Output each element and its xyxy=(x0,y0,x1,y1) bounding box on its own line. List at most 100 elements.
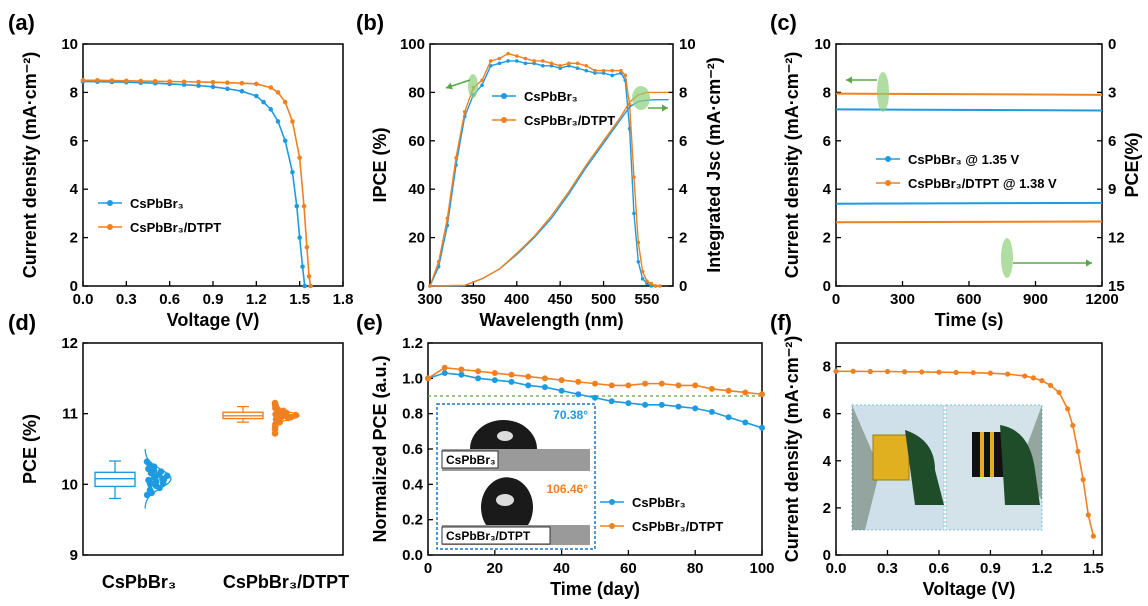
data-point xyxy=(506,51,510,56)
y-axis: 0 2 4 6 8 xyxy=(823,359,841,564)
data-point xyxy=(575,378,582,385)
data-point xyxy=(619,68,623,73)
y-axis-label-right: PCE(%) xyxy=(1122,132,1142,197)
series xyxy=(835,201,1103,205)
data-point xyxy=(549,61,554,66)
x-axis-label: Time (s) xyxy=(935,310,1004,330)
data-point xyxy=(625,382,632,389)
data-point xyxy=(514,59,519,63)
data-point xyxy=(300,264,305,269)
x-tick-label: 40 xyxy=(553,560,570,577)
data-point xyxy=(95,78,100,83)
y-tick-label: 1.2 xyxy=(402,335,423,352)
data-point xyxy=(297,235,302,240)
data-point xyxy=(302,283,308,289)
arrow-head xyxy=(846,76,852,84)
data-point xyxy=(593,68,597,73)
data-point xyxy=(987,370,994,376)
data-point xyxy=(658,380,665,387)
panel-label: (c) xyxy=(770,10,797,35)
x-axis: 0.0 0.3 0.6 0.9 1.2 1.5 1.8 Voltage (V) xyxy=(73,281,353,330)
data-point xyxy=(541,384,548,391)
data-point xyxy=(506,59,510,63)
data-point xyxy=(480,83,484,87)
x-tick-label: 1.5 xyxy=(1083,560,1104,577)
box-plot xyxy=(222,399,300,437)
legend-marker xyxy=(885,180,891,186)
x-axis: 0 300 600 900 1200 Time (s) xyxy=(832,281,1119,330)
arrow-head xyxy=(662,104,668,112)
series xyxy=(428,51,662,288)
data-point xyxy=(953,369,959,376)
data-point xyxy=(146,478,154,486)
y-tick-label: 0.8 xyxy=(402,406,423,423)
data-point xyxy=(282,99,288,105)
x-tick-label: 0 xyxy=(424,560,432,577)
y-tick-label: 1.0 xyxy=(402,370,423,387)
data-point xyxy=(280,412,288,420)
y-axis-label: IPCE (%) xyxy=(370,127,390,202)
y-tick-label: 4 xyxy=(679,181,688,198)
x-tick-label: 900 xyxy=(1023,291,1048,308)
series xyxy=(835,92,1103,96)
data-point xyxy=(636,260,641,264)
y-tick-label: 0.6 xyxy=(402,441,423,458)
data-point xyxy=(143,491,151,499)
x-axis-label: Voltage (V) xyxy=(923,579,1016,599)
x-tick-label: 20 xyxy=(486,560,503,577)
y-tick-label: 10 xyxy=(814,36,831,53)
device-black xyxy=(972,432,1004,477)
data-point xyxy=(632,211,636,216)
x-tick-label: 0 xyxy=(832,291,840,308)
y-tick-label: 60 xyxy=(408,133,425,150)
droplet-highlight xyxy=(496,494,514,506)
data-point xyxy=(268,107,274,112)
data-point xyxy=(884,368,891,375)
series xyxy=(833,368,1097,539)
data-point xyxy=(867,368,873,375)
plot-frame xyxy=(429,43,674,287)
category-label: CsPbBr₃ xyxy=(102,572,176,592)
data-point xyxy=(445,216,450,221)
y-tick-label: 12 xyxy=(1108,230,1125,247)
data-point xyxy=(653,284,658,288)
y-axis: 0 20 40 60 80 100 xyxy=(400,36,435,295)
x-tick-label: 400 xyxy=(504,291,529,308)
y-tick-label: 8 xyxy=(823,359,831,376)
data-point xyxy=(282,138,288,144)
data-point xyxy=(254,93,259,99)
data-point xyxy=(725,387,732,394)
data-point xyxy=(239,80,245,86)
x-tick-label: 450 xyxy=(548,291,573,308)
data-point xyxy=(541,59,545,63)
legend-label: CsPbBr₃ @ 1.35 V xyxy=(908,152,1020,167)
data-point xyxy=(1047,382,1054,388)
data-point xyxy=(675,382,682,389)
x-tick-label: 350 xyxy=(461,291,486,308)
y-tick-label: 4 xyxy=(823,453,832,470)
data-point xyxy=(475,375,482,382)
data-point xyxy=(608,398,615,405)
data-point xyxy=(640,276,645,281)
arrow-head xyxy=(1086,259,1092,267)
contact-angle-value: 106.46° xyxy=(546,482,588,496)
data-point xyxy=(523,61,528,66)
data-point xyxy=(491,370,498,377)
data-point xyxy=(292,411,300,419)
data-point xyxy=(138,78,144,84)
data-point xyxy=(210,79,216,85)
data-point xyxy=(1039,378,1045,384)
device-stripe xyxy=(990,432,994,477)
data-point xyxy=(488,63,493,68)
data-point xyxy=(642,380,649,387)
y-tick-label: 2 xyxy=(823,230,831,247)
legend-label: CsPbBr₃ xyxy=(524,89,578,104)
data-point xyxy=(525,373,532,380)
legend-label: CsPbBr₃/DTPT xyxy=(130,220,221,235)
data-point xyxy=(294,203,300,209)
legend-marker xyxy=(107,224,113,230)
data-point xyxy=(156,484,163,492)
y-tick-label: 10 xyxy=(679,36,696,53)
y-axis-label: Current density (mA·cm⁻²) xyxy=(782,336,802,563)
data-point xyxy=(152,473,159,480)
